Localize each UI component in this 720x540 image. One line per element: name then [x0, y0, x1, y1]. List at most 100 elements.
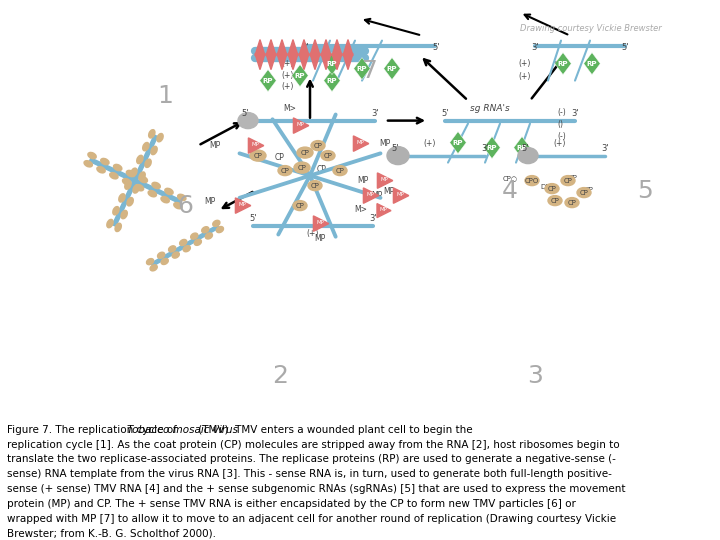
Ellipse shape: [135, 184, 145, 192]
Ellipse shape: [164, 187, 174, 195]
Text: CP: CP: [336, 167, 344, 173]
Text: CP: CP: [253, 153, 262, 159]
Text: MP: MP: [210, 140, 220, 150]
Text: CP: CP: [551, 198, 559, 204]
Ellipse shape: [130, 167, 138, 177]
Text: (TMV). TMV enters a wounded plant cell to begin the: (TMV). TMV enters a wounded plant cell t…: [195, 425, 473, 435]
Ellipse shape: [150, 146, 158, 156]
Ellipse shape: [321, 151, 335, 160]
Polygon shape: [288, 39, 298, 56]
Ellipse shape: [191, 233, 198, 239]
Text: 5': 5': [441, 109, 449, 118]
Text: MP: MP: [356, 140, 364, 145]
Ellipse shape: [96, 166, 106, 174]
Ellipse shape: [132, 184, 140, 194]
Ellipse shape: [311, 140, 325, 151]
Text: CP: CP: [296, 202, 305, 208]
Text: CP: CP: [314, 143, 323, 148]
Text: translate the two replicase-associated proteins. The replicase proteins (RP) are: translate the two replicase-associated p…: [7, 455, 616, 464]
Ellipse shape: [294, 162, 310, 173]
Text: CP: CP: [580, 190, 588, 195]
Ellipse shape: [161, 196, 170, 204]
Text: RP: RP: [327, 60, 337, 66]
Ellipse shape: [173, 202, 183, 210]
Text: sense (+ sense) TMV RNA [4] and the + sense subgenomic RNAs (sgRNAs) [5] that ar: sense (+ sense) TMV RNA [4] and the + se…: [7, 484, 626, 494]
Text: 5': 5': [241, 109, 248, 118]
Polygon shape: [584, 52, 600, 75]
Ellipse shape: [387, 146, 409, 165]
Polygon shape: [514, 137, 530, 159]
Ellipse shape: [106, 219, 114, 228]
Ellipse shape: [518, 147, 538, 164]
Text: MP: MP: [379, 139, 390, 147]
Text: (): (): [557, 119, 563, 129]
Ellipse shape: [565, 198, 579, 207]
Text: CP○: CP○: [503, 174, 518, 180]
Text: Brewster; from K.-B. G. Scholthof 2000).: Brewster; from K.-B. G. Scholthof 2000).: [7, 529, 216, 539]
Text: 4: 4: [502, 179, 518, 202]
Ellipse shape: [238, 113, 258, 129]
Text: CP: CP: [567, 200, 577, 206]
Polygon shape: [384, 58, 400, 79]
Polygon shape: [332, 39, 342, 56]
Ellipse shape: [577, 187, 591, 198]
Ellipse shape: [179, 239, 186, 246]
Text: (+): (+): [519, 72, 531, 80]
Polygon shape: [248, 138, 264, 153]
Text: CP: CP: [317, 165, 327, 174]
Text: 5': 5': [521, 144, 528, 153]
Ellipse shape: [148, 129, 156, 139]
Polygon shape: [377, 173, 393, 188]
Text: Figure 7. The replication cycle of: Figure 7. The replication cycle of: [7, 425, 180, 435]
Ellipse shape: [250, 150, 266, 161]
Text: (+): (+): [307, 228, 319, 238]
Polygon shape: [343, 53, 353, 70]
Polygon shape: [310, 53, 320, 70]
Text: RP: RP: [263, 78, 274, 84]
Polygon shape: [288, 53, 298, 70]
Polygon shape: [332, 53, 342, 70]
Text: 3': 3': [369, 214, 377, 223]
Text: (+): (+): [424, 139, 436, 147]
Text: DP: DP: [540, 184, 549, 190]
Polygon shape: [354, 58, 370, 79]
Text: RP: RP: [558, 60, 568, 66]
Text: 3': 3': [571, 109, 579, 118]
Polygon shape: [377, 204, 391, 218]
Text: MP: MP: [296, 122, 304, 127]
Text: CP: CP: [310, 183, 320, 188]
Polygon shape: [277, 39, 287, 56]
Polygon shape: [343, 39, 353, 56]
FancyArrow shape: [151, 225, 219, 266]
Text: (+): (+): [282, 59, 294, 68]
Polygon shape: [364, 188, 379, 203]
Ellipse shape: [113, 164, 122, 171]
Text: sg RNA's: sg RNA's: [470, 104, 510, 113]
Polygon shape: [255, 39, 265, 56]
Ellipse shape: [142, 142, 150, 152]
Ellipse shape: [112, 206, 120, 215]
Text: CP: CP: [569, 174, 578, 180]
Text: CPO: CPO: [525, 178, 539, 184]
Text: RP: RP: [356, 65, 367, 72]
Ellipse shape: [138, 171, 146, 181]
Polygon shape: [321, 39, 331, 56]
Ellipse shape: [148, 190, 157, 198]
Text: MP: MP: [379, 207, 387, 212]
Polygon shape: [277, 53, 287, 70]
Ellipse shape: [177, 193, 186, 201]
Text: MP: MP: [356, 176, 368, 185]
Text: replication cycle [1]. As the coat protein (CP) molecules are stripped away from: replication cycle [1]. As the coat prote…: [7, 440, 620, 450]
Ellipse shape: [202, 227, 209, 233]
Polygon shape: [313, 216, 329, 231]
Ellipse shape: [156, 133, 164, 143]
Ellipse shape: [194, 239, 202, 245]
Text: (-): (-): [557, 107, 566, 117]
Polygon shape: [324, 52, 341, 75]
Text: CP: CP: [548, 186, 557, 192]
Text: CP: CP: [275, 153, 285, 162]
Ellipse shape: [212, 220, 220, 226]
Ellipse shape: [158, 252, 165, 258]
Polygon shape: [260, 70, 276, 92]
Text: 3': 3': [372, 109, 379, 118]
